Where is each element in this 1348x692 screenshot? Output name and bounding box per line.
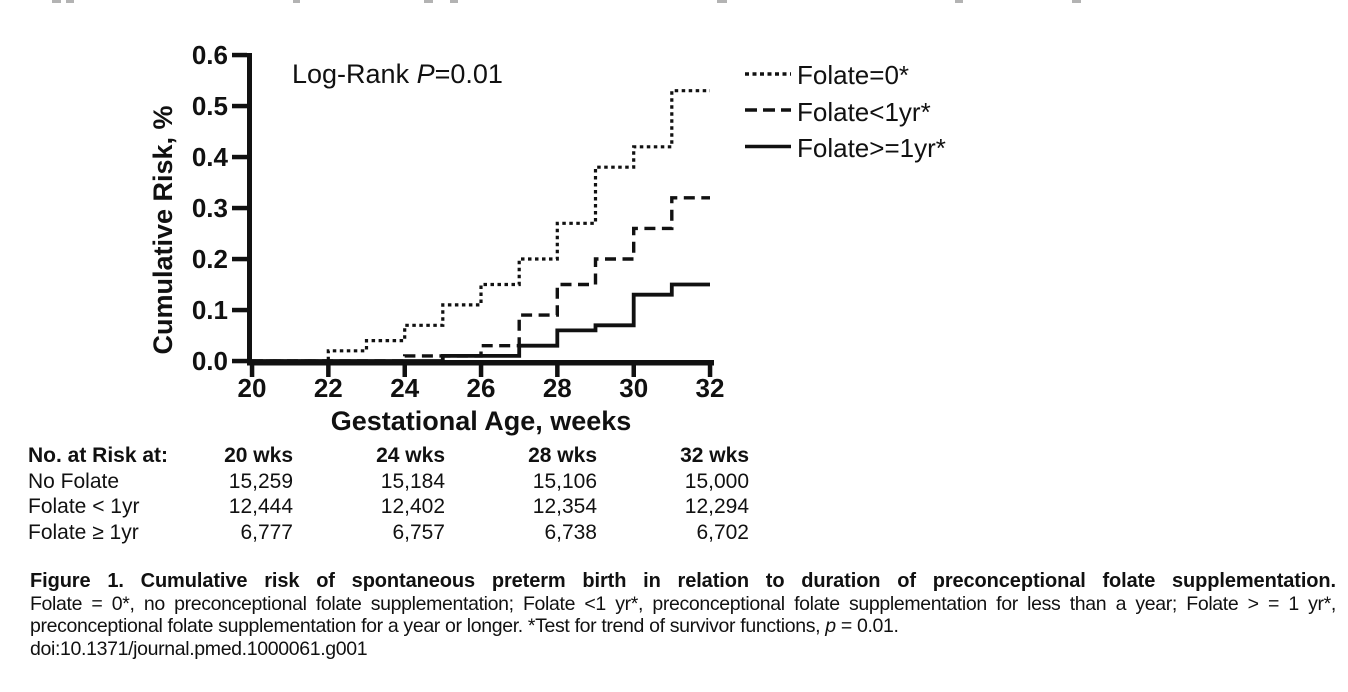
- series-curve-solid: [252, 282, 710, 363]
- crop-speck: [1072, 0, 1081, 3]
- col-header-28wks: 28 wks: [528, 444, 597, 467]
- series-curve-dashed: [252, 196, 710, 363]
- x-tick-mark: [707, 362, 713, 377]
- row-value: 6,738: [544, 520, 597, 544]
- row-label: Folate ≥ 1yr: [28, 520, 139, 544]
- caption-line3-text: preconceptional folate supplementation f…: [30, 615, 826, 637]
- crop-speck: [52, 0, 61, 3]
- y-tick-label: 0.1: [192, 295, 228, 325]
- x-tick-mark: [402, 362, 407, 377]
- x-tick-label: 22: [314, 373, 343, 403]
- col-header-24wks: 24 wks: [376, 444, 445, 467]
- chart-area: 20 22 24 26 28 30 32 0.0 0.1 0.2 0.3 0.4 0.5 0.6 Gest…: [148, 40, 946, 436]
- row-value: 6,702: [696, 520, 749, 544]
- caption-line3-suffix: = 0.01.: [835, 615, 899, 637]
- row-value: 12,354: [532, 495, 597, 518]
- crop-speck: [450, 0, 458, 3]
- y-tick-mark: [232, 205, 247, 211]
- y-tick-mark: [232, 256, 247, 262]
- caption-line3: preconceptional folate supplementation f…: [30, 615, 1336, 638]
- caption-doi: doi:10.1371/journal.pmed.1000061.g001: [30, 637, 368, 660]
- y-tick-label: 0.2: [192, 244, 228, 274]
- axes: [247, 53, 714, 366]
- crop-speck: [955, 0, 963, 3]
- y-axis-spine: [247, 53, 252, 365]
- row-value: 12,402: [380, 495, 445, 518]
- x-tick-label: 20: [238, 373, 267, 403]
- row-value: 15,259: [228, 469, 293, 493]
- caption-line2: Folate = 0*, no preconceptional folate s…: [30, 592, 1336, 615]
- row-value: 15,000: [684, 469, 749, 493]
- figure-caption: Figure 1. Cumulative risk of spontaneous…: [30, 570, 1336, 660]
- risk-table-title: No. at Risk at:: [28, 444, 169, 467]
- y-axis-title: Cumulative Risk, %: [148, 105, 178, 354]
- y-tick-label: 0.0: [192, 346, 228, 376]
- y-tick-label: 0.5: [192, 91, 228, 121]
- x-tick-mark: [326, 362, 331, 377]
- row-value: 12,444: [228, 495, 293, 518]
- legend: Folate=0* Folate<1yr* Folate>=1yr*: [745, 60, 946, 163]
- row-value: 15,184: [380, 469, 445, 493]
- km-step-chart: 20 22 24 26 28 30 32 0.0 0.1 0.2 0.3 0.4 0.5 0.6 Gest…: [148, 40, 946, 436]
- col-header-32wks: 32 wks: [680, 444, 749, 467]
- row-value: 6,777: [240, 520, 293, 544]
- x-tick-mark: [249, 362, 255, 377]
- axis-ticks: 20 22 24 26 28 30 32 0.0 0.1 0.2 0.3 0.4 0.5 0.6: [192, 40, 725, 403]
- y-tick-label: 0.6: [192, 40, 228, 70]
- legend-label-folate-0: Folate=0*: [797, 60, 909, 90]
- row-value: 15,106: [532, 469, 597, 493]
- y-tick-label: 0.4: [192, 142, 229, 172]
- table-row: Folate ≥ 1yr 6,777 6,757 6,738 6,702: [28, 520, 768, 546]
- y-tick-mark: [232, 52, 247, 58]
- table-row: No Folate 15,259 15,184 15,106 15,000: [28, 469, 768, 495]
- x-axis-title: Gestational Age, weeks: [331, 406, 632, 436]
- crop-speck: [717, 0, 727, 3]
- crop-speck: [66, 0, 74, 3]
- y-tick-mark: [232, 103, 247, 109]
- row-value: 12,294: [684, 495, 749, 518]
- row-label: Folate < 1yr: [28, 495, 140, 518]
- log-rank-annotation: Log-Rank P=0.01: [292, 59, 503, 89]
- x-tick-mark: [631, 362, 636, 377]
- caption-p-italic: p: [825, 615, 836, 637]
- row-value: 6,757: [392, 520, 445, 544]
- y-tick-mark: [232, 358, 247, 364]
- risk-table: No. at Risk at: 20 wks 24 wks 28 wks 32 …: [28, 443, 768, 545]
- x-tick-label: 26: [467, 373, 496, 403]
- table-row: Folate < 1yr 12,444 12,402 12,354 12,294: [28, 494, 768, 520]
- x-tick-mark: [555, 362, 560, 377]
- crop-speck: [424, 0, 433, 3]
- x-tick-label: 32: [696, 373, 725, 403]
- legend-label-folate-ge1yr: Folate>=1yr*: [797, 133, 946, 163]
- risk-table-header-row: No. at Risk at: 20 wks 24 wks 28 wks 32 …: [28, 443, 768, 469]
- x-tick-mark: [478, 362, 484, 377]
- series-curves: [252, 89, 710, 363]
- y-tick-mark: [232, 154, 247, 160]
- col-header-20wks: 20 wks: [224, 444, 293, 467]
- x-tick-label: 24: [390, 373, 419, 403]
- x-tick-label: 28: [543, 373, 572, 403]
- caption-title: Figure 1. Cumulative risk of spontaneous…: [30, 570, 1336, 592]
- crop-speck: [293, 0, 300, 3]
- legend-label-folate-lt1yr: Folate<1yr*: [797, 97, 931, 127]
- x-tick-label: 30: [619, 373, 648, 403]
- y-tick-label: 0.3: [192, 193, 228, 223]
- row-label: No Folate: [28, 469, 120, 493]
- y-tick-mark: [232, 307, 247, 313]
- series-curve-dotted: [252, 89, 710, 363]
